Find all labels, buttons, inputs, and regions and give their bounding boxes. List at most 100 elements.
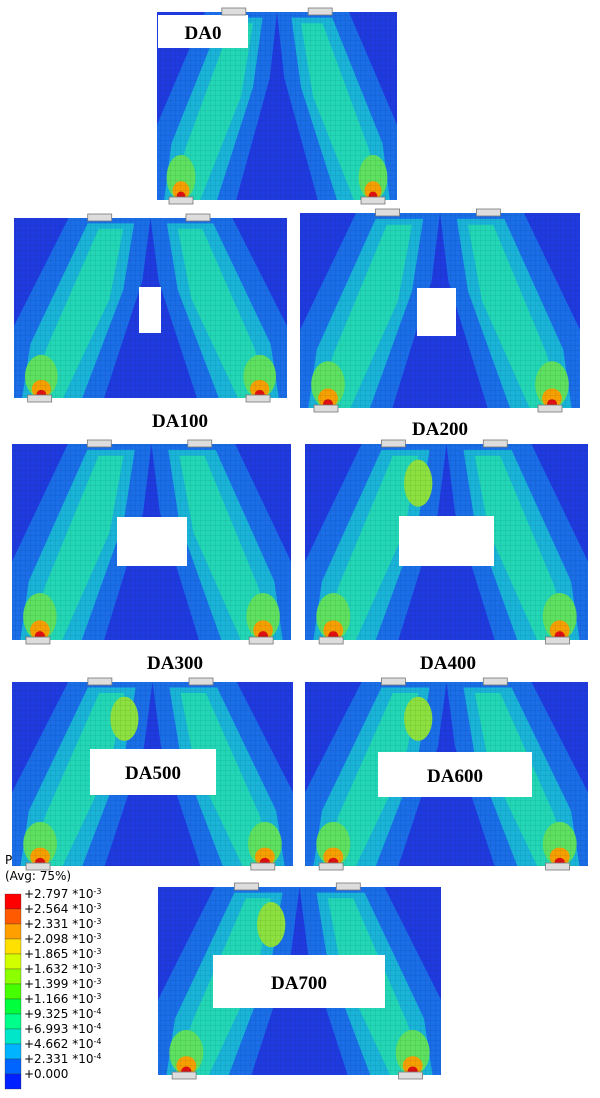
support — [381, 440, 405, 447]
legend-exponent: -4 — [94, 1022, 102, 1031]
panel-label: DA700 — [271, 973, 327, 994]
contour-plot — [14, 214, 287, 402]
support — [26, 863, 50, 870]
legend-exponent: -3 — [94, 962, 102, 971]
legend-exponent: -4 — [94, 1007, 102, 1016]
legend-mantissa: +1.632 *10 — [24, 962, 94, 976]
legend-label: +9.325 *10-4 — [24, 1007, 101, 1021]
panel-label: DA100 — [152, 411, 208, 432]
legend-exponent: -3 — [94, 977, 102, 986]
legend-mantissa: +6.993 *10 — [24, 1022, 94, 1036]
support — [361, 197, 385, 204]
legend-swatch — [5, 954, 21, 969]
legend-exponent: -4 — [94, 1052, 102, 1061]
panel-label: DA400 — [420, 653, 476, 674]
legend-exponent: -3 — [94, 932, 102, 941]
legend-swatch — [5, 939, 21, 954]
support — [319, 637, 343, 644]
legend-exponent: -4 — [94, 1037, 102, 1046]
contour-plot — [300, 209, 580, 412]
legend-mantissa: +2.331 *10 — [24, 1052, 94, 1066]
legend-label: +2.331 *10-3 — [24, 917, 101, 931]
legend-label: +2.564 *10-3 — [24, 902, 101, 916]
legend-mantissa: +9.325 *10 — [24, 1007, 94, 1021]
support — [222, 8, 246, 15]
support — [28, 395, 52, 402]
legend-swatch — [5, 1059, 21, 1074]
legend-mantissa: +4.662 *10 — [24, 1037, 94, 1051]
support — [336, 883, 360, 890]
panel-label: DA500 — [125, 763, 181, 784]
support — [169, 197, 193, 204]
legend-swatch — [5, 1044, 21, 1059]
legend-mantissa: +1.166 *10 — [24, 992, 94, 1006]
legend-swatch — [5, 894, 21, 909]
legend-label: +1.166 *10-3 — [24, 992, 101, 1006]
legend-mantissa: +0.000 — [24, 1067, 68, 1081]
legend-swatch — [5, 999, 21, 1014]
legend-subtitle: (Avg: 75%) — [5, 869, 71, 883]
support — [88, 678, 112, 685]
legend-mantissa: +1.865 *10 — [24, 947, 94, 961]
legend-swatch — [5, 984, 21, 999]
support — [172, 1072, 196, 1079]
legend-exponent: -3 — [94, 902, 102, 911]
legend-label: +2.098 *10-3 — [24, 932, 101, 946]
support — [246, 395, 270, 402]
legend-swatch — [5, 924, 21, 939]
legend-exponent: -3 — [94, 887, 102, 896]
panel-label: DA600 — [427, 766, 483, 787]
legend-label: +4.662 *10-4 — [24, 1037, 101, 1051]
legend-swatch — [5, 1074, 21, 1089]
support — [546, 863, 570, 870]
support — [319, 863, 343, 870]
legend-label: +1.865 *10-3 — [24, 947, 101, 961]
support — [308, 8, 332, 15]
support — [476, 209, 500, 216]
support — [251, 863, 275, 870]
opening — [117, 517, 187, 566]
support — [399, 1072, 423, 1079]
legend-swatch — [5, 1029, 21, 1044]
legend-mantissa: +2.098 *10 — [24, 932, 94, 946]
legend-swatch — [5, 969, 21, 984]
support — [381, 678, 405, 685]
support — [314, 405, 338, 412]
legend-label: +1.399 *10-3 — [24, 977, 101, 991]
opening — [399, 516, 494, 566]
support — [249, 637, 273, 644]
legend-label: +2.797 *10-3 — [24, 887, 101, 901]
legend-label: +2.331 *10-4 — [24, 1052, 101, 1066]
support — [186, 214, 210, 221]
support — [483, 678, 507, 685]
opening — [139, 287, 161, 333]
support — [189, 678, 213, 685]
legend-mantissa: +2.797 *10 — [24, 887, 94, 901]
legend-exponent: -3 — [94, 917, 102, 926]
legend-exponent: -3 — [94, 947, 102, 956]
contour-plot — [305, 440, 588, 644]
support — [376, 209, 400, 216]
support — [483, 440, 507, 447]
panel-label: DA300 — [147, 653, 203, 674]
support — [234, 883, 258, 890]
legend-swatch — [5, 909, 21, 924]
panel-label: DA0 — [185, 23, 222, 44]
legend-label: +6.993 *10-4 — [24, 1022, 101, 1036]
support — [87, 440, 111, 447]
support — [546, 637, 570, 644]
figure: PEMAG (Avg: 75%) DA0DA100DA200DA300DA400… — [0, 0, 600, 1098]
legend-label: +1.632 *10-3 — [24, 962, 101, 976]
panel-label: DA200 — [412, 419, 468, 440]
support — [538, 405, 562, 412]
contour-plot — [12, 440, 291, 644]
legend-label: +0.000 — [24, 1067, 68, 1081]
legend-mantissa: +2.564 *10 — [24, 902, 94, 916]
support — [188, 440, 212, 447]
support — [26, 637, 50, 644]
legend-mantissa: +2.331 *10 — [24, 917, 94, 931]
legend-exponent: -3 — [94, 992, 102, 1001]
opening — [417, 288, 456, 336]
support — [88, 214, 112, 221]
legend-swatch — [5, 1014, 21, 1029]
